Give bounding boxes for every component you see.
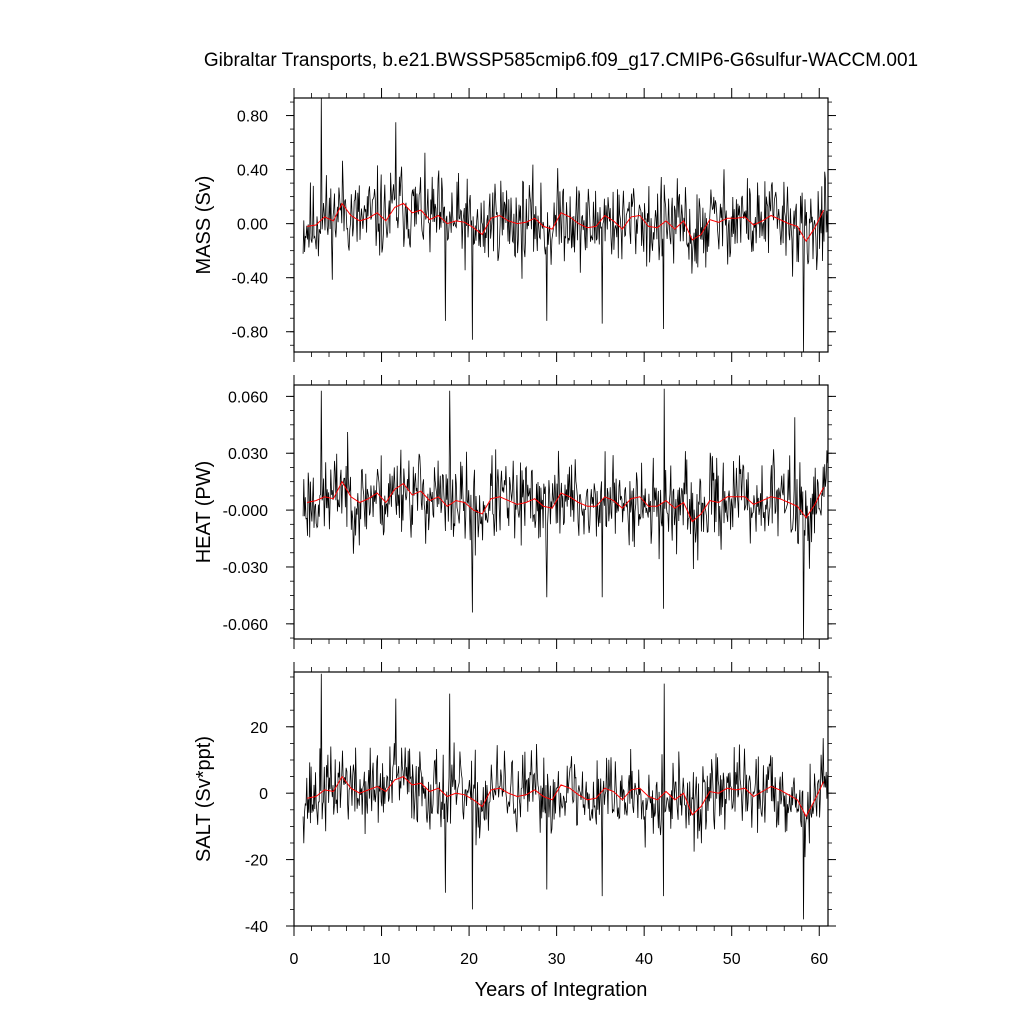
x-tick-label: 20 [460,951,478,968]
x-tick-label: 50 [723,951,741,968]
x-tick-label: 0 [290,951,299,968]
heat-plot-frame [293,384,829,640]
mass-annual-mean-line [307,202,825,243]
x-tick-label: 40 [635,951,653,968]
mass-y-axis-title: MASS (Sv) [193,176,215,275]
mass-y-tick-label: -0.80 [232,325,269,342]
panel-heat: 0.060 0.030 -0.000 -0.030 -0.060 HEAT (PW) [193,375,836,649]
x-axis-title: Years of Integration [475,979,648,1001]
heat-annual-mean-line [306,480,825,523]
panel-mass: 0.80 0.40 0.00 -0.40 -0.80 MASS (Sv) [193,88,836,362]
heat-y-tick-label: 0.060 [228,389,268,406]
mass-plot-frame [293,97,829,353]
heat-y-tick-label: -0.030 [223,560,268,577]
heat-y-axis-title: HEAT (PW) [193,461,215,564]
salt-y-tick-label: -40 [245,919,268,936]
heat-monthly-series-line [302,388,828,639]
mass-monthly-series-line [302,98,828,352]
x-tick-label: 60 [810,951,828,968]
mass-y-tick-label: 0.80 [237,109,268,126]
salt-y-tick-label: -20 [245,853,268,870]
heat-y-tick-label: -0.060 [223,617,268,634]
x-tick-label: 30 [548,951,566,968]
salt-plot-frame [293,671,829,927]
salt-y-tick-label: 0 [259,786,268,803]
salt-annual-mean-line [307,775,825,818]
mass-y-tick-label: -0.40 [232,271,269,288]
heat-y-tick-label: 0.030 [228,446,268,463]
salt-y-tick-label: 20 [250,720,268,737]
chart-title: Gibraltar Transports, b.e21.BWSSP585cmip… [204,50,918,71]
mass-y-tick-label: 0.00 [237,217,268,234]
panel-salt: 20 0 -20 -40 SALT (Sv*ppt) 0 10 20 30 40 50 60 [193,662,836,968]
x-tick-label: 10 [373,951,391,968]
mass-y-tick-label: 0.40 [237,163,268,180]
salt-y-axis-title: SALT (Sv*ppt) [193,736,215,862]
salt-monthly-series-line [302,673,828,920]
panels-group: 0.80 0.40 0.00 -0.40 -0.80 MASS (Sv) 0.060 0.03… [193,88,836,968]
heat-y-tick-label: -0.000 [223,503,268,520]
